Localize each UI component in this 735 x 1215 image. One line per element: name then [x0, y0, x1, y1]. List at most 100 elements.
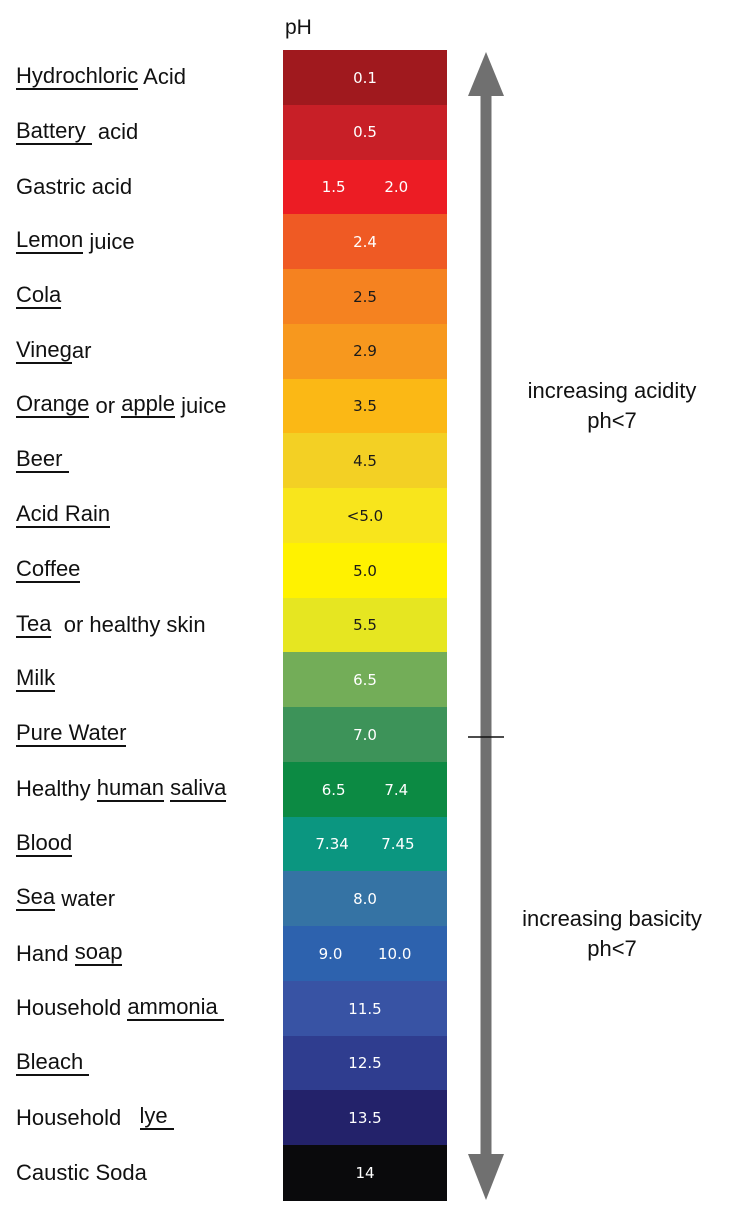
- ph-band: 0.5: [283, 104, 447, 161]
- label-segment: Orange: [16, 391, 90, 419]
- label-segment: Hand: [16, 940, 75, 966]
- ph-value: 7.45: [381, 835, 415, 854]
- label-segment: Caustic Soda: [16, 1159, 147, 1185]
- ph-value: 13.5: [348, 1109, 382, 1128]
- label-segment: Battery: [16, 117, 92, 145]
- substance-label: Sea water: [16, 884, 115, 914]
- label-segment: juice: [83, 228, 135, 254]
- ph-value: 7.4: [384, 780, 409, 799]
- ph-band: 9.0 10.0: [283, 926, 447, 982]
- substance-label: Gastric acid: [16, 172, 132, 202]
- ph-value: 4.5: [353, 452, 377, 470]
- ph-value: 2.0: [384, 178, 409, 197]
- label-segment: saliva: [170, 774, 227, 802]
- substance-label: Cola: [16, 281, 62, 311]
- ph-band: 7.0: [283, 707, 447, 763]
- label-segment: water: [55, 885, 116, 911]
- label-segment: human: [96, 774, 164, 802]
- label-segment: Gastric acid: [16, 173, 133, 199]
- ph-band: 8.0: [283, 871, 447, 927]
- basicity-line-2: ph<7: [587, 936, 637, 961]
- label-segment: ar: [71, 338, 92, 364]
- label-segment: Healthy: [16, 776, 97, 802]
- label-segment: Coffee: [16, 555, 81, 583]
- label-segment: Household: [16, 995, 128, 1021]
- ph-value: 10.0: [378, 944, 412, 963]
- ph-value: 5.0: [353, 561, 377, 580]
- substance-label: Household lye: [16, 1103, 174, 1133]
- ph-value: 7.0: [353, 725, 377, 744]
- ph-band: 2.9: [283, 323, 447, 380]
- arrow-head-down: [468, 1154, 504, 1200]
- ph-band: 2.5: [283, 269, 447, 325]
- ph-value: 14: [355, 1163, 375, 1182]
- label-segment: Blood: [16, 829, 73, 857]
- ph-band: 5.0: [283, 542, 447, 599]
- ph-scale-bar: 0.1 0.5 1.5 2.0 2.4 2.5 2.9 3.5 4.5 <5.0 5.0 5.5 6.5…: [283, 50, 447, 1201]
- ph-value: 2.4: [353, 232, 377, 251]
- ph-band: 11.5: [283, 980, 447, 1037]
- substance-label: Lemon juice: [16, 227, 135, 257]
- label-segment: Sea: [16, 884, 56, 912]
- label-segment: or: [89, 392, 122, 418]
- ph-value: <5.0: [346, 506, 384, 525]
- substance-label: Hand soap: [16, 939, 123, 969]
- label-segment: ammonia: [127, 993, 224, 1021]
- arrow-shaft: [480, 88, 492, 1164]
- substance-label: Acid Rain: [16, 500, 111, 530]
- ph-value: 6.5: [353, 671, 377, 690]
- ph-value: 12.5: [348, 1054, 382, 1073]
- ph-value: 5.5: [353, 616, 377, 635]
- substance-label: Milk: [16, 665, 56, 695]
- ph-band: 2.4: [283, 214, 447, 270]
- substance-label: Household ammonia: [16, 993, 224, 1023]
- substance-label: Coffee: [16, 555, 81, 585]
- ph-value: 0.1: [353, 68, 377, 87]
- label-segment: Pure Water: [16, 720, 127, 748]
- label-segment: Tea: [16, 610, 52, 638]
- label-segment: Acid: [138, 64, 186, 90]
- ph-band: 14: [283, 1145, 447, 1201]
- basicity-line-1: increasing basicity: [522, 906, 702, 931]
- double-arrow-icon: [468, 52, 504, 1200]
- label-segment: Bleach: [16, 1048, 90, 1076]
- label-segment: Milk: [16, 665, 56, 693]
- label-segment: Vineg: [16, 336, 72, 364]
- label-segment: lye: [139, 1103, 174, 1131]
- substance-label: Healthy human saliva: [16, 774, 227, 804]
- ph-header: pH: [285, 16, 312, 39]
- substance-label: Pure Water: [16, 720, 127, 750]
- substance-label: Blood: [16, 829, 73, 859]
- label-segment: Household: [16, 1104, 140, 1130]
- ph-band: 13.5: [283, 1090, 447, 1146]
- label-segment: juice: [175, 392, 227, 418]
- acidity-line-1: increasing acidity: [527, 378, 697, 403]
- label-segment: acid: [91, 119, 139, 145]
- substance-label: Beer: [16, 446, 69, 476]
- substance-label: Tea or healthy skin: [16, 610, 206, 640]
- substance-label: Bleach: [16, 1048, 90, 1078]
- ph-band: 0.1: [283, 50, 447, 106]
- ph-band: 3.5: [283, 378, 447, 434]
- ph-value: 8.0: [353, 890, 377, 909]
- substance-label: Battery acid: [16, 117, 138, 147]
- ph-value: 9.0: [318, 944, 343, 963]
- ph-band: <5.0: [283, 488, 447, 544]
- label-segment: or healthy skin: [51, 612, 206, 637]
- substance-label: Hydrochloric Acid: [16, 62, 186, 92]
- ph-value: 11.5: [348, 999, 382, 1018]
- label-segment: Lemon: [16, 227, 84, 255]
- ph-band: 7.34 7.45: [283, 816, 447, 873]
- ph-band: 4.5: [283, 433, 447, 489]
- ph-band: 12.5: [283, 1035, 447, 1092]
- label-segment: Hydrochloric: [16, 62, 139, 90]
- label-segment: Acid Rain: [16, 500, 111, 528]
- ph-value: 2.5: [353, 287, 377, 306]
- ph-band: 5.5: [283, 597, 447, 653]
- ph-value: 0.5: [353, 123, 377, 142]
- label-segment: apple: [121, 391, 176, 419]
- ph-value: 2.9: [353, 342, 377, 361]
- ph-band: 6.5: [283, 652, 447, 708]
- acidity-note: increasing acidity ph<7: [492, 376, 732, 436]
- substance-label: Caustic Soda: [16, 1158, 147, 1188]
